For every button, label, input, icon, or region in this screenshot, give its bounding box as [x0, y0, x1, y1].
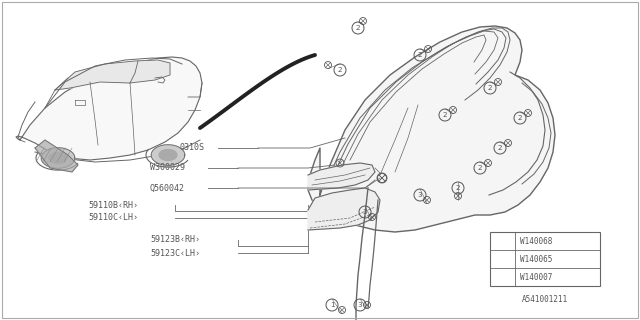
Text: 2: 2 [500, 254, 505, 263]
Text: 1: 1 [330, 302, 334, 308]
Text: W300029: W300029 [150, 164, 185, 172]
Polygon shape [151, 145, 185, 165]
Text: 2: 2 [456, 185, 460, 191]
Text: 3: 3 [358, 302, 362, 308]
Bar [490, 232, 600, 286]
Text: 0310S: 0310S [180, 143, 205, 153]
Text: 2: 2 [356, 25, 360, 31]
Text: A541001211: A541001211 [522, 295, 568, 305]
Polygon shape [308, 188, 380, 230]
Text: 2: 2 [477, 165, 483, 171]
Polygon shape [308, 26, 555, 232]
Text: 2: 2 [498, 145, 502, 151]
Text: W140007: W140007 [520, 273, 552, 282]
Text: 2: 2 [443, 112, 447, 118]
Text: 1: 1 [500, 236, 505, 245]
Text: 2: 2 [488, 85, 492, 91]
Text: 59110C‹LH›: 59110C‹LH› [88, 213, 138, 222]
Polygon shape [16, 57, 202, 160]
Polygon shape [35, 140, 78, 172]
Polygon shape [308, 163, 375, 190]
Polygon shape [159, 149, 177, 160]
Text: W140065: W140065 [520, 254, 552, 263]
Text: 3: 3 [500, 273, 505, 282]
Text: 59123B‹RH›: 59123B‹RH› [150, 236, 200, 244]
Text: W140068: W140068 [520, 236, 552, 245]
Text: 2: 2 [518, 115, 522, 121]
Text: Q560042: Q560042 [150, 183, 185, 193]
Polygon shape [55, 60, 170, 90]
Polygon shape [49, 153, 67, 164]
Text: 2: 2 [338, 67, 342, 73]
Text: 59123C‹LH›: 59123C‹LH› [150, 249, 200, 258]
Text: 3: 3 [418, 192, 422, 198]
Text: 2: 2 [418, 52, 422, 58]
Polygon shape [41, 148, 75, 168]
Text: 3: 3 [363, 209, 367, 215]
Text: 59110B‹RH›: 59110B‹RH› [88, 201, 138, 210]
